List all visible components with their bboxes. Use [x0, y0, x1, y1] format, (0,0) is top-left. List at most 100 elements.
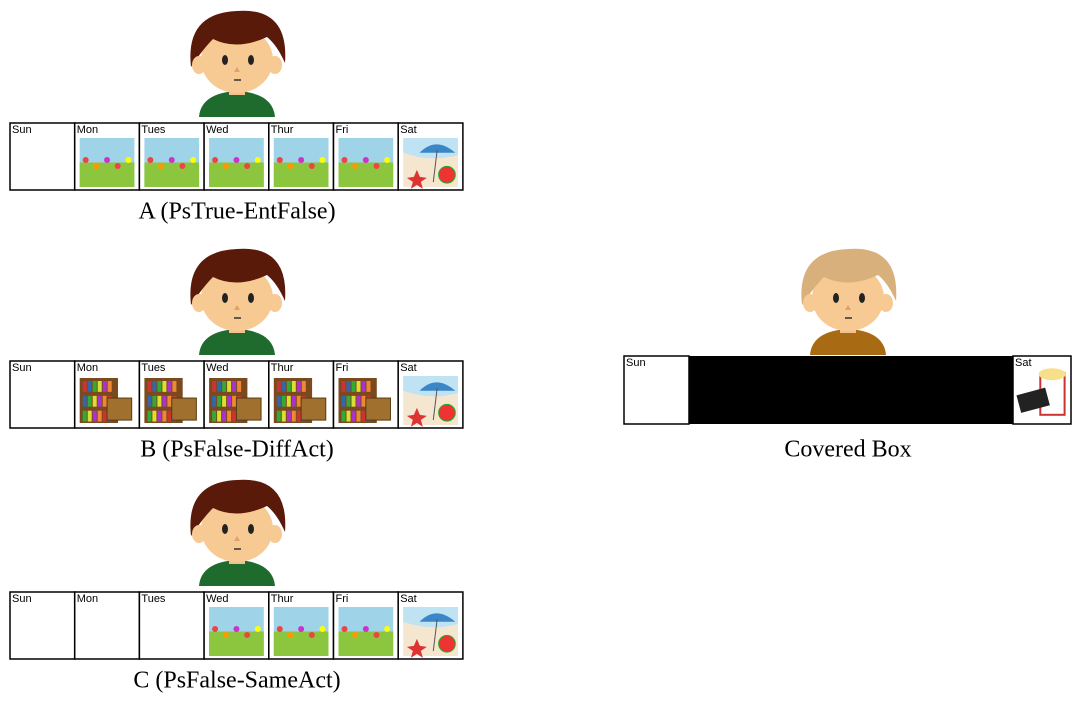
hair — [190, 248, 286, 305]
book — [276, 410, 281, 422]
flower — [212, 626, 219, 633]
character — [190, 10, 286, 117]
flower — [287, 163, 294, 170]
books-icon — [273, 378, 327, 423]
nose — [845, 305, 851, 310]
day-label: Fri — [336, 593, 349, 605]
day-label: Tues — [141, 124, 166, 136]
caption: A (PsTrue-EntFalse) — [138, 199, 335, 225]
day-label: Sun — [12, 124, 32, 136]
movie-icon — [1016, 368, 1066, 416]
hair — [190, 10, 286, 67]
ear — [268, 525, 282, 543]
flower — [244, 163, 251, 170]
flower — [276, 626, 283, 633]
book — [157, 410, 162, 422]
shirt — [810, 329, 886, 355]
flower — [190, 157, 197, 164]
book — [147, 410, 152, 422]
ball — [438, 165, 456, 184]
book — [281, 381, 286, 392]
caption: Covered Box — [784, 437, 911, 463]
book — [152, 410, 157, 422]
book — [286, 410, 291, 422]
day-label: Wed — [206, 362, 228, 374]
flower — [233, 626, 240, 633]
book — [356, 410, 361, 422]
day-label: Mon — [77, 362, 98, 374]
ear — [803, 294, 817, 312]
flower — [222, 163, 229, 170]
flower — [384, 626, 391, 633]
book — [286, 395, 291, 407]
book — [222, 381, 227, 392]
flower — [362, 157, 369, 164]
flower — [298, 157, 305, 164]
flower — [147, 157, 154, 164]
book — [341, 410, 346, 422]
ear — [192, 294, 206, 312]
day-label: Fri — [336, 362, 349, 374]
books-icon — [209, 378, 262, 423]
flower — [373, 163, 380, 170]
garden-icon — [144, 138, 200, 187]
book — [212, 410, 217, 422]
book — [346, 410, 351, 422]
day-label: Sat — [400, 593, 417, 605]
day-cell — [9, 360, 76, 429]
book — [232, 410, 237, 422]
garden-icon — [338, 138, 394, 187]
hair — [190, 479, 286, 536]
book — [351, 395, 356, 407]
book — [361, 395, 366, 407]
book — [356, 381, 361, 392]
day-label: Wed — [206, 593, 228, 605]
eye — [222, 293, 228, 303]
book — [361, 410, 366, 422]
flower — [254, 157, 261, 164]
book — [92, 410, 97, 422]
garden-icon — [338, 607, 394, 656]
flower — [93, 163, 100, 170]
day-label: Sun — [12, 362, 32, 374]
nose — [234, 536, 240, 541]
flower — [298, 626, 305, 633]
eye — [859, 293, 865, 303]
grass — [338, 162, 394, 187]
book — [152, 381, 157, 392]
clapper — [1016, 387, 1050, 413]
book — [227, 395, 232, 407]
book — [217, 410, 222, 422]
book — [217, 381, 222, 392]
book — [222, 395, 227, 407]
book — [291, 381, 296, 392]
beach-icon — [403, 607, 458, 658]
day-cell — [9, 122, 76, 191]
book — [232, 395, 237, 407]
book — [82, 410, 87, 422]
book — [167, 395, 172, 407]
book — [97, 410, 102, 422]
book — [217, 395, 222, 407]
books-icon — [79, 378, 133, 423]
book — [147, 395, 152, 407]
eye — [248, 293, 254, 303]
cart — [365, 397, 391, 421]
ear — [268, 56, 282, 74]
garden-icon — [209, 607, 264, 656]
book — [147, 381, 152, 392]
book — [346, 381, 351, 392]
character — [190, 248, 286, 355]
ear — [192, 56, 206, 74]
book — [232, 381, 237, 392]
umbrella — [419, 613, 456, 622]
book — [97, 381, 102, 392]
flower — [168, 157, 175, 164]
character — [801, 248, 897, 355]
head — [201, 27, 273, 93]
book — [291, 410, 296, 422]
books-icon — [338, 378, 391, 423]
head — [201, 496, 273, 562]
book — [356, 395, 361, 407]
